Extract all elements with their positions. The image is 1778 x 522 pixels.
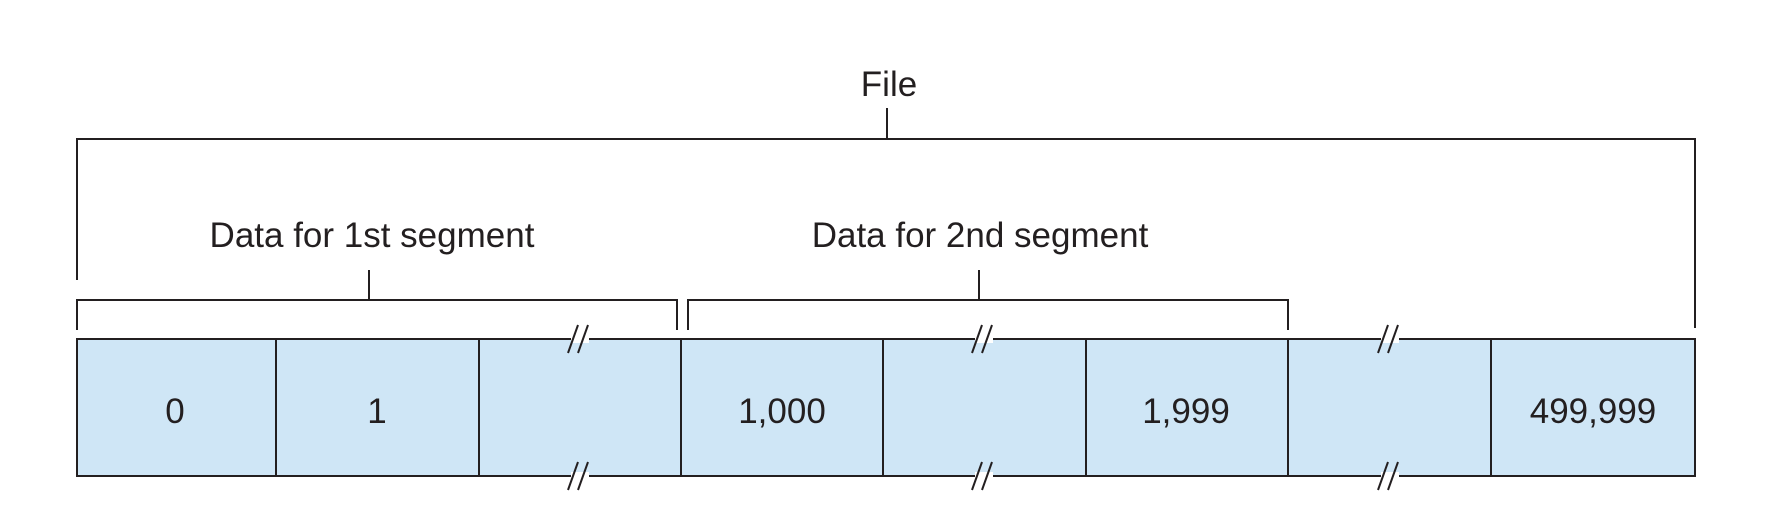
break-mark-icon [971, 324, 993, 354]
file-bracket [76, 108, 1696, 328]
byte-cell-1: 1 [367, 392, 386, 431]
segment-2-bracket [687, 270, 1289, 330]
byte-cells: 0 1 1,000 1,999 499,999 [76, 338, 1696, 477]
byte-cell-499999: 499,999 [1530, 392, 1657, 431]
break-mark-icon [567, 324, 589, 354]
break-mark-icon [971, 461, 993, 491]
break-marks [567, 324, 1399, 491]
byte-strip-border [76, 338, 1696, 477]
byte-cell-1000: 1,000 [738, 392, 826, 431]
segment-1-bracket [76, 270, 678, 330]
break-mark-icon [1377, 461, 1399, 491]
break-mark-icon [567, 461, 589, 491]
byte-cell-1999: 1,999 [1142, 392, 1230, 431]
file-label: File [861, 65, 917, 104]
byte-cell-0: 0 [165, 392, 184, 431]
segment-1-label: Data for 1st segment [210, 216, 535, 255]
segment-2-label: Data for 2nd segment [812, 216, 1149, 255]
break-mark-icon [1377, 324, 1399, 354]
